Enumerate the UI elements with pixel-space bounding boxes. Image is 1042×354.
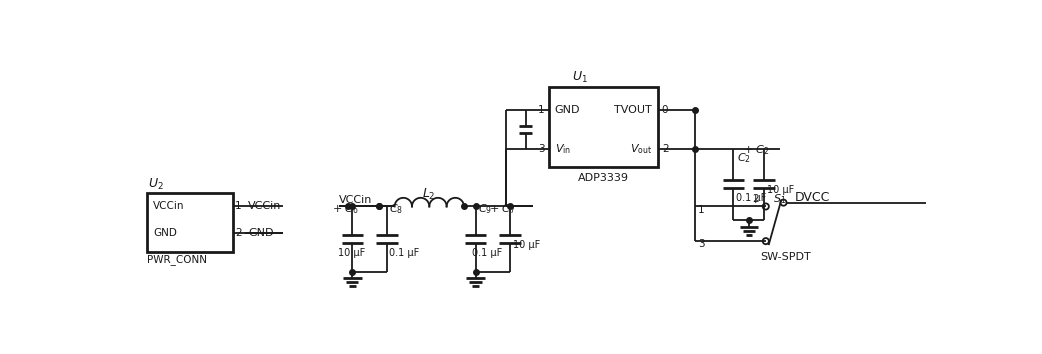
Text: VCCin: VCCin <box>153 201 184 211</box>
Text: 0: 0 <box>662 105 668 115</box>
Text: 1: 1 <box>698 205 704 215</box>
Text: + $C_2$: + $C_2$ <box>743 143 769 157</box>
Text: PWR_CONN: PWR_CONN <box>147 254 206 265</box>
Text: 0.1 μF: 0.1 μF <box>472 248 502 258</box>
Text: VCCin: VCCin <box>340 195 373 205</box>
Text: $C_2$: $C_2$ <box>737 151 750 165</box>
Text: TVOUT: TVOUT <box>614 105 652 115</box>
Text: 10 μF: 10 μF <box>339 248 366 258</box>
Text: 0.1 μF: 0.1 μF <box>390 248 420 258</box>
Text: 10 μF: 10 μF <box>514 240 541 250</box>
Text: 0.1 μF: 0.1 μF <box>736 193 766 203</box>
Text: $L_2$: $L_2$ <box>422 187 436 202</box>
Text: GND: GND <box>248 228 274 238</box>
Text: 2: 2 <box>752 194 760 204</box>
Bar <box>549 87 658 167</box>
Text: DVCC: DVCC <box>795 191 830 204</box>
Text: $C_9$: $C_9$ <box>478 203 492 216</box>
Text: + $C_7$: + $C_7$ <box>489 203 516 216</box>
Text: $C_8$: $C_8$ <box>390 203 403 216</box>
Text: GND: GND <box>554 105 580 115</box>
Bar <box>147 193 233 252</box>
Text: GND: GND <box>153 228 177 238</box>
Text: SW-SPDT: SW-SPDT <box>761 252 811 262</box>
Text: 3: 3 <box>698 239 704 249</box>
Text: 1: 1 <box>538 105 545 115</box>
Text: $U_2$: $U_2$ <box>148 177 164 193</box>
Text: 10 μF: 10 μF <box>767 185 795 195</box>
Text: ADP3339: ADP3339 <box>578 173 628 183</box>
Text: $V_{\mathregular{in}}$: $V_{\mathregular{in}}$ <box>554 142 571 156</box>
Text: 1: 1 <box>235 201 242 211</box>
Text: VCCin: VCCin <box>248 201 281 211</box>
Text: $V_{\mathregular{out}}$: $V_{\mathregular{out}}$ <box>629 142 652 156</box>
Text: 2: 2 <box>662 144 669 154</box>
Text: + $C_6$: + $C_6$ <box>332 203 359 216</box>
Text: $U_1$: $U_1$ <box>572 70 588 85</box>
Text: $S_1$: $S_1$ <box>773 192 787 206</box>
Text: 2: 2 <box>235 228 242 238</box>
Text: 3: 3 <box>538 144 545 154</box>
